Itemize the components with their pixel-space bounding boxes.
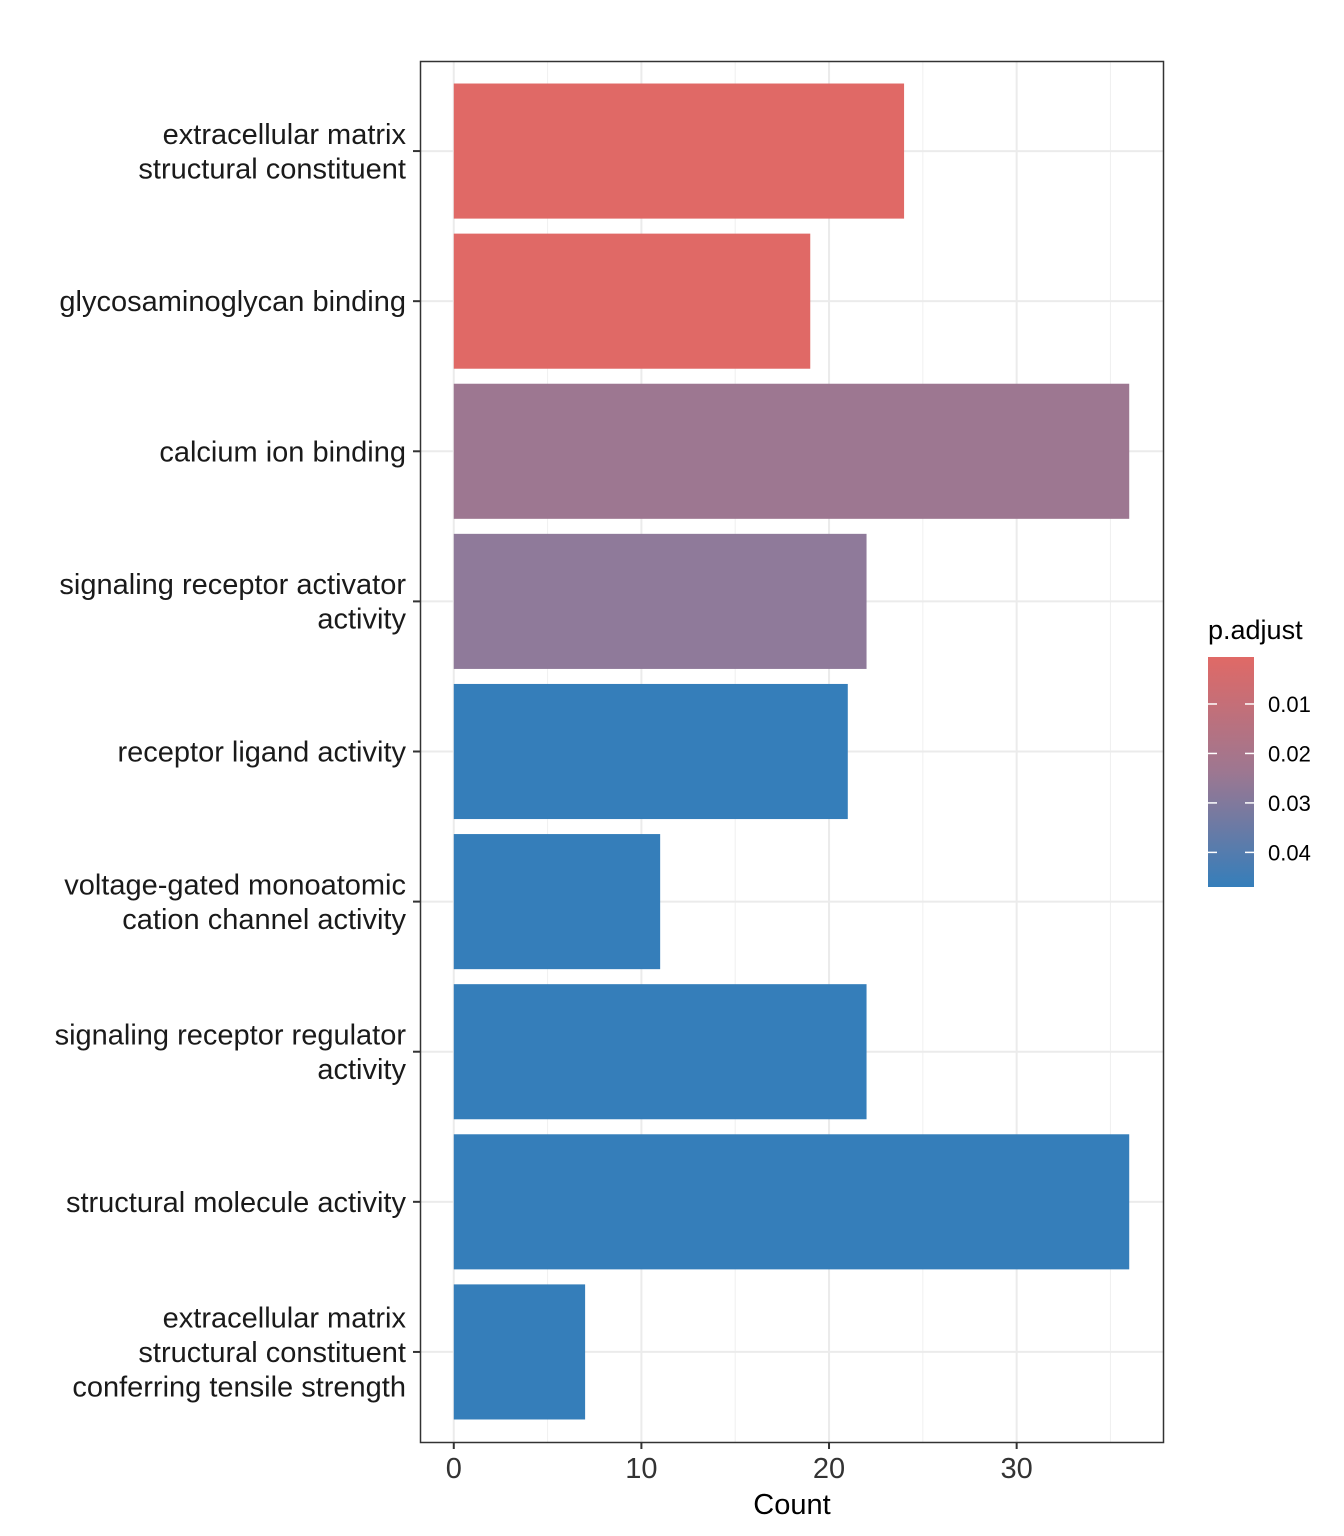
y-tick-label: voltage-gated monoatomic cation channel a… [64,869,406,936]
bars [453,83,1130,1420]
y-tick-label: signaling receptor activator activity [59,569,406,636]
x-axis-title: Count [753,1489,830,1521]
legend-tick-label: 0.03 [1268,791,1311,816]
legend-title: p.adjust [1208,615,1303,645]
bar [453,1284,586,1420]
bar [453,383,1130,519]
bar [453,834,661,970]
y-tick-label: calcium ion binding [159,436,406,468]
bar [453,984,867,1120]
bar [453,233,811,369]
y-tick-label: structural molecule activity [66,1187,407,1219]
legend: p.adjust 0.01 0.02 0.03 0.04 [1208,615,1311,887]
x-tick-label: 30 [1001,1453,1033,1485]
bar [453,533,867,669]
x-tick-label: 0 [446,1453,462,1485]
panel-border [419,60,1165,1444]
x-tick-label: 10 [625,1453,657,1485]
x-axis: 0 10 20 30 [446,1442,1033,1485]
legend-colorbar [1208,657,1254,887]
y-tick-label: extracellular matrix structural constitue… [72,1302,406,1403]
y-tick-label: receptor ligand activity [117,737,406,769]
x-tick-label: 20 [813,1453,845,1485]
y-tick-label: signaling receptor regulator activity [55,1019,407,1086]
y-tick-label: extracellular matrix structural constitue… [138,119,406,186]
bar [453,1134,1130,1270]
bar [453,83,905,219]
legend-tick-label: 0.01 [1268,692,1311,717]
legend-tick-label: 0.04 [1268,840,1311,865]
y-axis: extracellular matrix structural constitue… [55,119,420,1403]
legend-tick-label: 0.02 [1268,741,1311,766]
bar [453,683,848,820]
y-tick-label: glycosaminoglycan binding [59,286,406,318]
